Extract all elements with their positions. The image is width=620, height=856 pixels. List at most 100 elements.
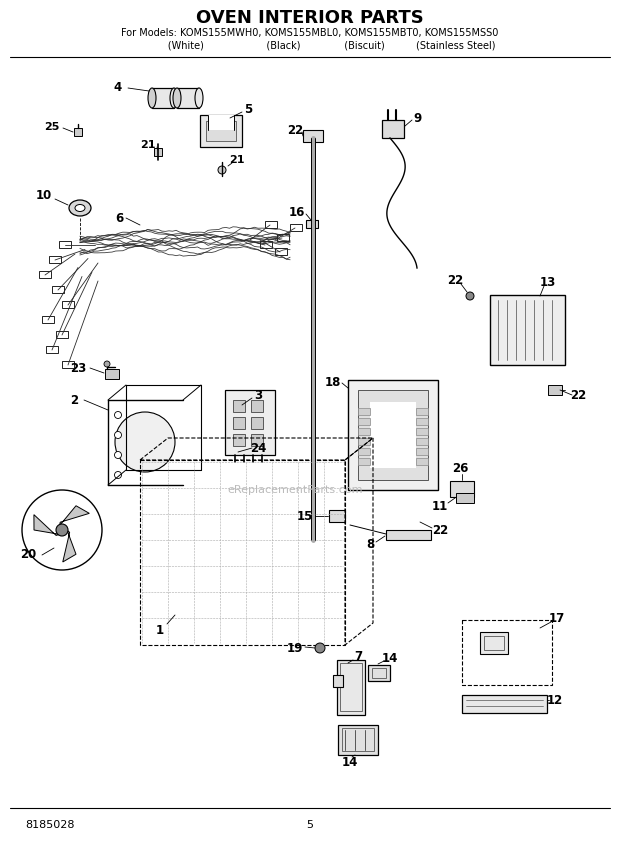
Text: 10: 10: [36, 188, 52, 201]
Bar: [251, 417, 263, 429]
Ellipse shape: [148, 88, 156, 108]
Bar: [233, 400, 245, 412]
Text: 15: 15: [297, 509, 313, 522]
Bar: [208, 115, 234, 130]
Bar: [52, 286, 64, 293]
Ellipse shape: [195, 88, 203, 108]
Bar: [177, 88, 199, 108]
Text: 1: 1: [156, 623, 164, 637]
Circle shape: [56, 524, 68, 536]
Bar: [206, 121, 236, 141]
Text: 12: 12: [547, 693, 563, 706]
Bar: [42, 316, 54, 323]
Bar: [370, 402, 416, 468]
Bar: [340, 663, 362, 711]
Text: For Models: KOMS155MWH0, KOMS155MBL0, KOMS155MBT0, KOMS155MSS0: For Models: KOMS155MWH0, KOMS155MBL0, KO…: [122, 28, 498, 38]
Text: 13: 13: [540, 276, 556, 288]
Bar: [49, 256, 61, 263]
Bar: [462, 695, 547, 713]
Text: 8: 8: [366, 538, 374, 551]
Bar: [306, 220, 318, 228]
Text: (White)                    (Black)              (Biscuit)          (Stainless St: (White) (Black) (Biscuit) (Stainless St: [124, 40, 496, 50]
Text: 19: 19: [287, 641, 303, 655]
Text: 20: 20: [20, 549, 36, 562]
Bar: [358, 458, 370, 465]
Text: 25: 25: [44, 122, 60, 132]
Bar: [416, 408, 428, 415]
Bar: [260, 241, 272, 248]
Text: 18: 18: [325, 376, 341, 389]
Bar: [548, 385, 562, 395]
Text: 22: 22: [570, 389, 586, 401]
Bar: [233, 417, 245, 429]
Bar: [416, 428, 428, 435]
Circle shape: [104, 361, 110, 367]
Circle shape: [115, 412, 175, 472]
Bar: [484, 636, 504, 650]
Polygon shape: [63, 530, 76, 562]
Bar: [337, 660, 365, 715]
Text: 5: 5: [306, 820, 314, 830]
Bar: [62, 361, 74, 368]
Text: 26: 26: [452, 461, 468, 474]
Text: 2: 2: [70, 394, 78, 407]
Bar: [372, 668, 386, 678]
Bar: [59, 241, 71, 248]
Bar: [416, 458, 428, 465]
Bar: [358, 418, 370, 425]
Text: 22: 22: [432, 524, 448, 537]
Bar: [74, 128, 82, 136]
Circle shape: [115, 472, 122, 479]
Bar: [290, 224, 302, 231]
Ellipse shape: [170, 88, 178, 108]
Bar: [358, 428, 370, 435]
Circle shape: [315, 643, 325, 653]
Bar: [225, 390, 275, 455]
Bar: [265, 221, 277, 228]
Bar: [333, 675, 343, 687]
Text: 17: 17: [549, 611, 565, 625]
Bar: [456, 493, 474, 503]
Bar: [251, 400, 263, 412]
Bar: [462, 620, 552, 685]
Bar: [251, 434, 263, 446]
Text: 21: 21: [140, 140, 156, 150]
Bar: [368, 665, 390, 681]
Bar: [140, 460, 345, 645]
Bar: [480, 632, 508, 654]
Bar: [358, 448, 370, 455]
Text: 22: 22: [447, 274, 463, 287]
Text: eReplacementParts.com: eReplacementParts.com: [228, 485, 363, 495]
Bar: [233, 434, 245, 446]
Bar: [386, 530, 431, 540]
Text: 22: 22: [287, 123, 303, 136]
Bar: [416, 448, 428, 455]
Polygon shape: [34, 514, 60, 536]
Bar: [39, 271, 51, 278]
Bar: [303, 130, 323, 142]
Circle shape: [115, 431, 122, 438]
Polygon shape: [60, 506, 89, 526]
Text: 11: 11: [432, 500, 448, 513]
Bar: [382, 120, 404, 138]
Bar: [416, 438, 428, 445]
Ellipse shape: [173, 88, 181, 108]
Text: 24: 24: [250, 442, 266, 455]
Bar: [105, 369, 119, 379]
Bar: [275, 248, 287, 255]
Bar: [416, 418, 428, 425]
Text: 8185028: 8185028: [25, 820, 75, 830]
Circle shape: [115, 412, 122, 419]
Bar: [56, 331, 68, 338]
Text: 4: 4: [114, 80, 122, 93]
Bar: [358, 408, 370, 415]
Ellipse shape: [69, 200, 91, 216]
Bar: [342, 728, 374, 751]
Bar: [450, 481, 474, 497]
Bar: [46, 346, 58, 353]
Text: 9: 9: [414, 111, 422, 124]
Circle shape: [115, 451, 122, 459]
Bar: [490, 295, 565, 365]
Text: 6: 6: [115, 211, 123, 224]
Bar: [152, 88, 174, 108]
